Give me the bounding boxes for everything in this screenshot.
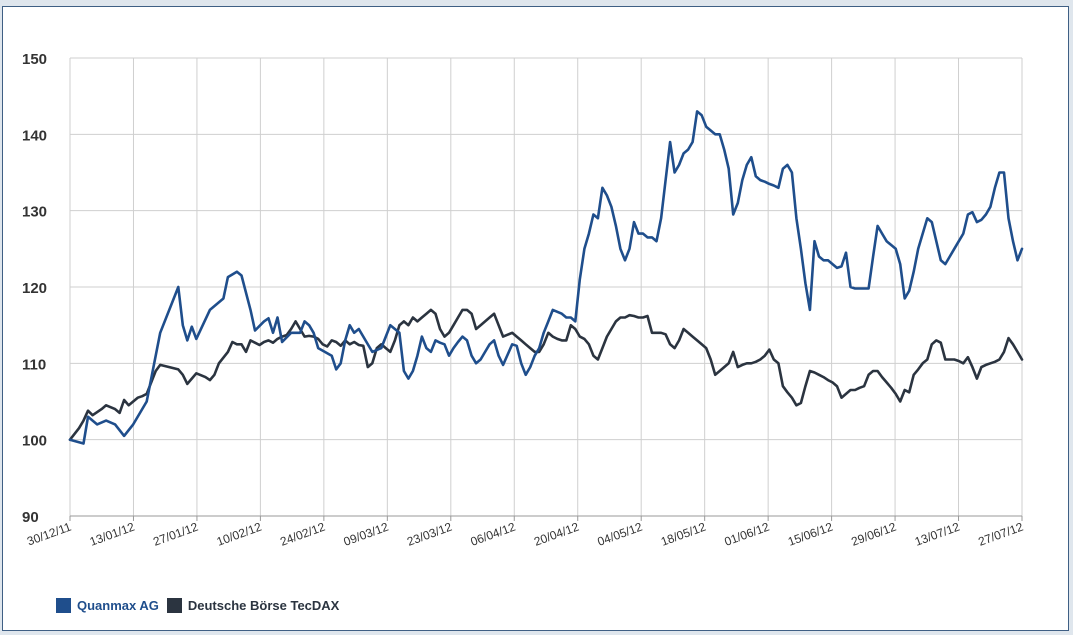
- x-tick-label: 18/05/12: [659, 520, 708, 549]
- x-tick-label: 20/04/12: [532, 520, 581, 549]
- x-tick-label: 29/06/12: [849, 520, 898, 549]
- y-tick-label: 150: [22, 51, 47, 68]
- y-tick-label: 120: [22, 280, 47, 297]
- x-tick-label: 10/02/12: [215, 520, 264, 549]
- legend-item-quanmax: Quanmax AG: [56, 598, 159, 613]
- legend-label-tecdax: Deutsche Börse TecDAX: [188, 598, 339, 613]
- legend-label-quanmax: Quanmax AG: [77, 598, 159, 613]
- y-tick-label: 100: [22, 433, 47, 450]
- y-tick-label: 90: [22, 509, 39, 526]
- y-axis-ticks: 90 100 110 120 130 140 150: [22, 51, 47, 526]
- x-tick-label: 04/05/12: [596, 520, 645, 549]
- y-tick-label: 140: [22, 127, 47, 144]
- x-tick-label: 27/01/12: [151, 520, 200, 549]
- x-tick-label: 27/07/12: [976, 520, 1025, 549]
- legend-swatch-quanmax: [56, 598, 71, 613]
- x-tick-label: 06/04/12: [469, 520, 518, 549]
- y-tick-label: 110: [22, 356, 46, 373]
- grid-lines: [70, 58, 1022, 521]
- x-tick-label: 09/03/12: [342, 520, 391, 549]
- series-lines: [70, 111, 1022, 443]
- x-tick-label: 13/01/12: [88, 520, 137, 549]
- y-tick-label: 130: [22, 204, 47, 221]
- x-tick-label: 13/07/12: [913, 520, 962, 549]
- series-line-quanmax: [70, 111, 1022, 443]
- x-axis-ticks: 30/12/11 13/01/12 27/01/12 10/02/12 24/02/12…: [25, 520, 1025, 549]
- x-tick-label: 23/03/12: [405, 520, 454, 549]
- legend-swatch-tecdax: [167, 598, 182, 613]
- legend: Quanmax AG Deutsche Börse TecDAX: [56, 598, 347, 613]
- x-tick-label: 15/06/12: [786, 520, 835, 549]
- legend-item-tecdax: Deutsche Börse TecDAX: [167, 598, 339, 613]
- x-tick-label: 24/02/12: [278, 520, 327, 549]
- x-tick-label: 01/06/12: [722, 520, 771, 549]
